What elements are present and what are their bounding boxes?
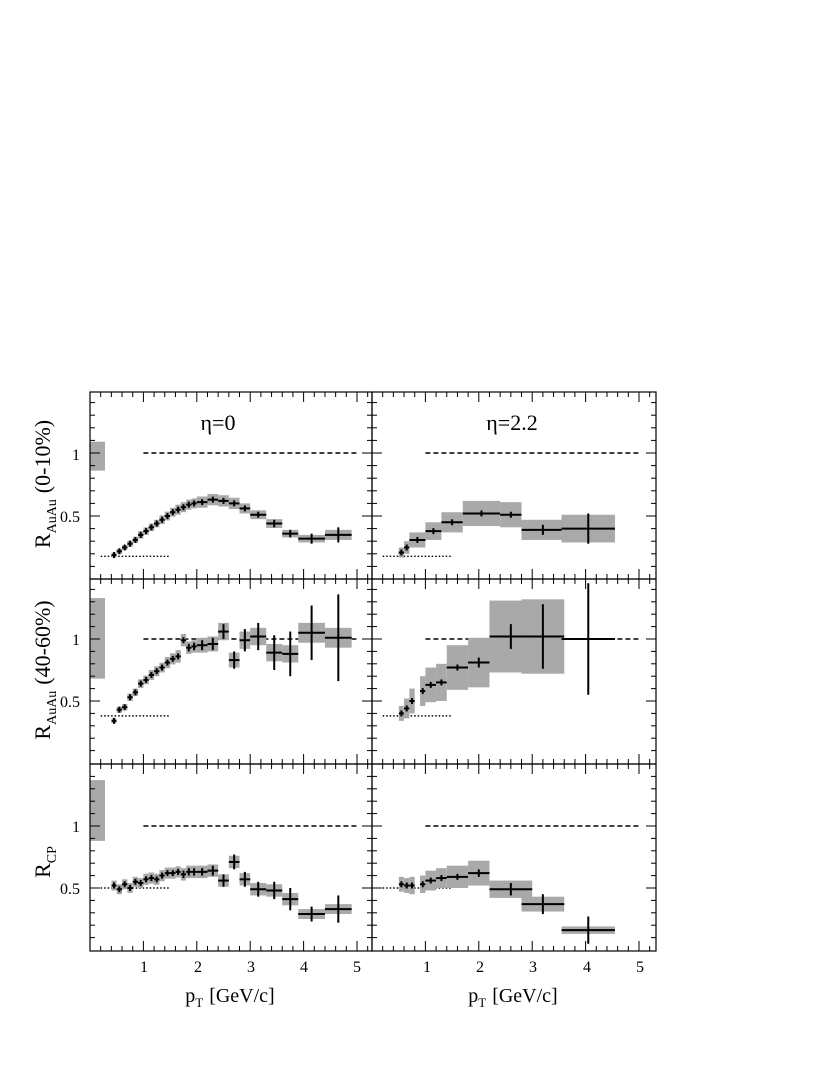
xlabel-left-tail: [GeV/c] [209,985,275,1007]
ytick-label-1-row1: 1 [72,447,80,464]
xlabel-right: pT [GeV/c] [468,985,557,1010]
panel-middle-right [371,578,657,765]
panel-bottom-right [371,763,657,952]
xtick-label-right-5: 5 [636,959,644,976]
ylabel-row1-sub: AuAu [45,499,60,533]
ylabel-row2-sub: AuAu [45,691,60,725]
ylabel-row2: RAuAu (40-60%) [30,600,60,739]
ytick-label-05-row3: 0.5 [60,881,80,898]
xtick-label-left-4: 4 [300,959,308,976]
ytick-label-1-row2: 1 [72,632,80,649]
xtick-label-right-4: 4 [583,959,591,976]
xtick-label-right-1: 1 [423,959,431,976]
xtick-label-left-1: 1 [140,959,148,976]
ylabel-row1-tail: (0-10%) [30,420,55,493]
xtick-label-left-2: 2 [194,959,202,976]
ylabel-row3-main: R [30,863,55,878]
xtick-label-right-3: 3 [529,959,537,976]
panel-bottom-left [89,763,373,952]
xtick-label-right-2: 2 [476,959,484,976]
xlabel-right-main: p [468,985,478,1007]
xtick-label-left-5: 5 [353,959,361,976]
xlabel-left-sub: T [195,995,203,1010]
panel-middle-left [89,578,373,765]
panel-frame [371,763,657,952]
eta-label-left: η=0 [201,410,236,435]
xtick-label-left-3: 3 [247,959,255,976]
ylabel-row3-sub: CP [45,846,60,863]
xlabel-right-sub: T [478,995,486,1010]
panel-frame [89,578,373,765]
eta-label-right: η=2.2 [486,410,537,435]
ylabel-row2-tail: (40-60%) [30,600,55,684]
ytick-label-05-row2: 0.5 [60,694,80,711]
ylabel-row1: RAuAu (0-10%) [30,420,60,548]
ylabel-row2-main: R [30,725,55,740]
normalization-band [90,441,105,471]
ylabel-row3: RCP [30,846,60,878]
ytick-label-05-row1: 0.5 [60,509,80,526]
ytick-label-1-row3: 1 [72,819,80,836]
ylabel-row1-main: R [30,533,55,548]
normalization-band [90,598,105,679]
xlabel-left: pT [GeV/c] [185,985,274,1010]
xlabel-right-tail: [GeV/c] [492,985,558,1007]
xlabel-left-main: p [185,985,195,1007]
panel-top-right [371,391,657,580]
